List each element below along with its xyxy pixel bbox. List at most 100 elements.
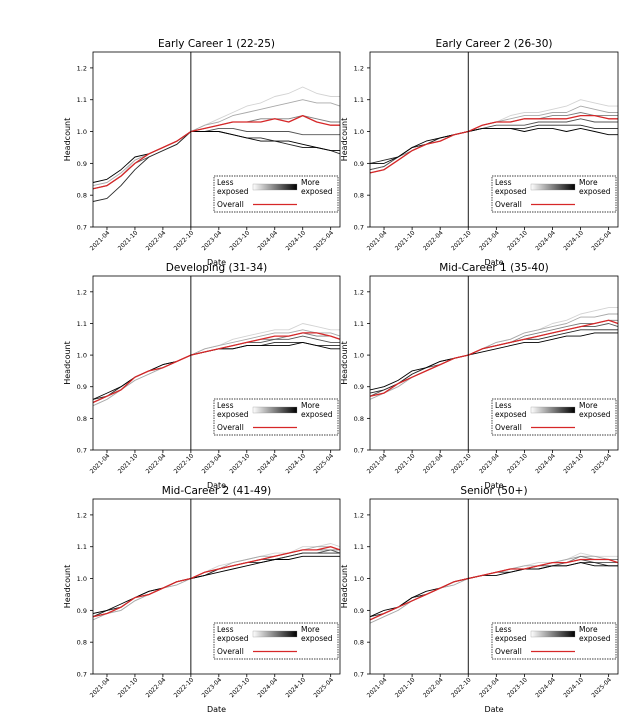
y-axis-label: Headcount — [340, 118, 349, 162]
y-tick-label: 0.8 — [354, 415, 364, 423]
y-tick-label: 1.1 — [77, 320, 87, 328]
y-tick-label: 1.2 — [77, 288, 87, 296]
legend-overall-label: Overall — [495, 647, 522, 656]
plot-frame — [92, 51, 341, 228]
y-tick-label: 0.7 — [77, 671, 87, 679]
y-tick-label: 0.7 — [354, 224, 364, 232]
series-line-exposure — [369, 562, 618, 618]
x-tick-label: 2022-10 — [450, 229, 473, 252]
series-line-overall — [92, 114, 340, 190]
x-tick-label: 2022-10 — [173, 676, 196, 699]
legend-box — [491, 398, 617, 436]
legend-overall-label: Overall — [495, 200, 522, 209]
series-line-exposure — [369, 555, 618, 624]
y-tick-label: 0.9 — [77, 383, 87, 391]
x-tick-label: 2025-04 — [312, 676, 335, 699]
x-axis-label: Date — [207, 481, 226, 490]
y-axis-label: Headcount — [63, 565, 72, 609]
series-line-exposure — [369, 319, 618, 397]
legend-less-label: exposed — [217, 187, 249, 196]
series-line-exposure — [92, 549, 341, 618]
legend-more-label: More — [579, 178, 598, 187]
legend-overall-label: Overall — [217, 423, 244, 432]
series-line-exposure — [369, 112, 618, 171]
y-tick-label: 0.9 — [77, 607, 87, 615]
series-line-exposure — [92, 552, 340, 618]
legend-more-label: More — [579, 401, 598, 410]
x-tick-label: 2024-04 — [534, 452, 557, 475]
y-tick-label: 1.1 — [77, 96, 87, 104]
y-tick-label: 1.1 — [354, 320, 364, 328]
y-tick-label: 0.7 — [354, 671, 364, 679]
x-tick-label: 2024-04 — [256, 676, 279, 699]
x-axis-label: Date — [484, 258, 503, 267]
legend-less-label: Less — [495, 625, 512, 634]
legend-more-label: exposed — [579, 410, 611, 419]
series-line-overall — [369, 558, 619, 621]
legend-exposure-gradient — [530, 630, 576, 638]
y-tick-label: 0.7 — [77, 224, 87, 232]
series-line-exposure — [92, 543, 341, 621]
series-line-exposure — [369, 329, 618, 394]
legend-exposure-gradient — [530, 183, 576, 191]
chart-panel: Developing (31-34) 0.7 0.8 0.9 1.0 1.1 1.2 2021… — [63, 262, 341, 490]
x-axis-label: Date — [484, 481, 503, 490]
plot-frame — [369, 275, 619, 451]
series-line-overall — [92, 332, 341, 404]
x-tick-label: 2021-04 — [366, 229, 389, 252]
x-tick-label: 2023-04 — [201, 452, 224, 475]
x-axis-label: Date — [207, 705, 226, 714]
plot-area — [369, 276, 619, 450]
x-tick-label: 2022-10 — [450, 676, 473, 699]
legend-more-label: exposed — [579, 634, 611, 643]
x-tick-label: 2024-10 — [284, 229, 307, 252]
x-tick-label: 2021-10 — [117, 452, 140, 475]
y-axis-label: Headcount — [340, 565, 349, 609]
y-tick-label: 0.7 — [77, 447, 87, 455]
x-tick-label: 2023-04 — [201, 676, 224, 699]
chart-title: Early Career 1 (22-25) — [158, 38, 275, 50]
x-tick-label: 2022-04 — [145, 676, 168, 699]
x-tick-label: 2022-04 — [422, 229, 445, 252]
series-line-exposure — [92, 332, 341, 403]
x-tick-label: 2022-10 — [450, 452, 473, 475]
legend-box — [491, 175, 617, 213]
y-axis-label: Headcount — [63, 341, 72, 385]
series-line-exposure — [92, 99, 341, 187]
x-axis-label: Date — [484, 705, 503, 714]
legend-more-label: exposed — [301, 410, 333, 419]
x-tick-label: 2021-10 — [117, 229, 140, 252]
series-group — [92, 323, 341, 407]
legend-less-label: exposed — [217, 410, 249, 419]
legend-less-label: Less — [217, 401, 234, 410]
x-tick-label: 2025-04 — [590, 676, 613, 699]
series-line-exposure — [92, 341, 340, 400]
x-tick-label: 2021-10 — [394, 676, 417, 699]
x-tick-label: 2023-10 — [229, 229, 252, 252]
legend-more-label: exposed — [579, 187, 611, 196]
series-line-exposure — [92, 549, 340, 618]
legend-less-label: Less — [217, 625, 234, 634]
series-group — [92, 86, 341, 202]
series-line-exposure — [92, 86, 340, 190]
y-tick-label: 0.8 — [354, 192, 364, 200]
series-line-exposure — [369, 552, 618, 624]
y-axis-label: Headcount — [63, 118, 72, 162]
x-tick-label: 2021-10 — [394, 452, 417, 475]
x-tick-label: 2025-04 — [590, 229, 613, 252]
y-tick-label: 1.2 — [77, 511, 87, 519]
x-tick-label: 2022-04 — [145, 229, 168, 252]
legend-more-label: More — [579, 625, 598, 634]
legend-more-label: More — [301, 401, 320, 410]
chart-title: Early Career 2 (26-30) — [435, 38, 552, 50]
y-tick-label: 0.8 — [77, 415, 87, 423]
x-tick-label: 2024-10 — [284, 676, 307, 699]
x-tick-label: 2021-04 — [89, 452, 112, 475]
series-line-exposure — [369, 307, 618, 400]
series-line-overall — [369, 114, 618, 174]
legend-less-label: exposed — [495, 634, 527, 643]
plot-area — [92, 276, 341, 450]
